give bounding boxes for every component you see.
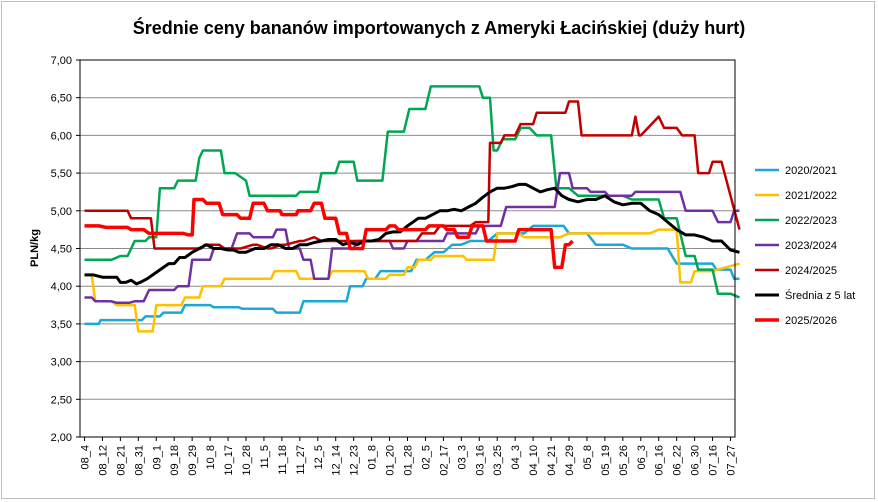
legend-label-6: Średnia z 5 lat [785,289,855,302]
x-tick-label: 12_23 [349,445,361,476]
x-tick-label: 10_28 [241,445,253,476]
x-tick-label: 11_5 [259,445,271,469]
x-tick-label: 02_5 [420,445,432,469]
y-tick-label: 6,00 [51,130,72,142]
y-tick-label: 6,50 [51,93,72,105]
series-line-3 [84,85,740,299]
y-tick-label: 3,00 [51,357,72,369]
x-tick-label: 12_5 [313,445,325,469]
legend-label-7: 2025/2026 [785,315,837,327]
x-tick-label: 06_30 [690,445,702,476]
x-tick-label: 07_27 [726,445,738,476]
series-line-4 [84,171,740,305]
x-tick-label: 10_17 [223,445,235,476]
x-tick-label: 08_12 [97,445,109,476]
x-tick-label: 05_26 [618,445,630,476]
series-line-6 [84,182,740,286]
x-tick-label: 05_19 [600,445,612,476]
x-tick-label: 01_28 [403,445,415,476]
series-line-1 [84,224,740,326]
x-tick-label: 06_3 [636,445,648,469]
x-tick-label: 06_16 [654,445,666,476]
legend-label-1: 2020/2021 [785,165,837,177]
x-tick-label: 06_22 [672,445,684,476]
x-tick-label: 03_16 [474,445,486,476]
series-layer [84,85,741,333]
x-tick-label: 11_27 [295,445,307,475]
x-tick-label: 04_10 [528,445,540,476]
axis-layer: 2,00 2,50 3,00 3,50 4,00 4,50 5,00 5,50 6,00 6,50… [51,55,738,476]
x-tick-label: 04_29 [564,445,576,476]
chart-title: Średnie ceny bananów importowanych z Ame… [132,18,746,38]
x-tick-label: 08_4 [79,445,91,469]
legend: 2020/2021 2021/2022 2022/2023 2023/2024 2024… [755,165,855,327]
x-tick-label: 05_8 [582,445,594,469]
legend-label-4: 2023/2024 [785,240,837,252]
x-tick-label: 09_1 [151,445,163,469]
x-tick-label: 03_3 [456,445,468,469]
x-tick-label: 09_18 [169,445,181,476]
y-tick-label: 2,50 [51,394,72,406]
x-tick-label: 10_8 [205,445,217,469]
y-tick-label: 5,50 [51,168,72,180]
x-tick-label: 02_17 [438,445,450,476]
legend-label-3: 2022/2023 [785,215,837,227]
x-tick-label: 04_21 [546,445,558,476]
y-tick-label: 3,50 [51,319,72,331]
x-tick-label: 12_14 [331,445,343,476]
y-tick-label: 2,00 [51,432,72,444]
series-line-7 [84,197,574,270]
x-tick-label: 03_25 [492,445,504,476]
x-tick-label: 08_31 [133,445,145,476]
y-axis-label: PLN/kg [29,229,41,267]
y-tick-label: 7,00 [51,55,72,67]
legend-label-5: 2024/2025 [785,265,837,277]
x-tick-label: 01_8 [367,445,379,469]
x-tick-label: 01_20 [385,445,397,476]
series-line-2 [84,228,740,333]
x-tick-label: 09_29 [187,445,199,476]
x-tick-label: 11_18 [277,445,289,475]
y-tick-label: 4,50 [51,244,72,256]
x-tick-label: 08_21 [115,445,127,476]
legend-label-2: 2021/2022 [785,190,837,202]
series-line-5 [84,100,741,250]
y-tick-label: 5,00 [51,206,72,218]
x-tick-label: 04_3 [510,445,522,469]
x-tick-label: 07_16 [708,445,720,476]
y-tick-label: 4,00 [51,281,72,293]
